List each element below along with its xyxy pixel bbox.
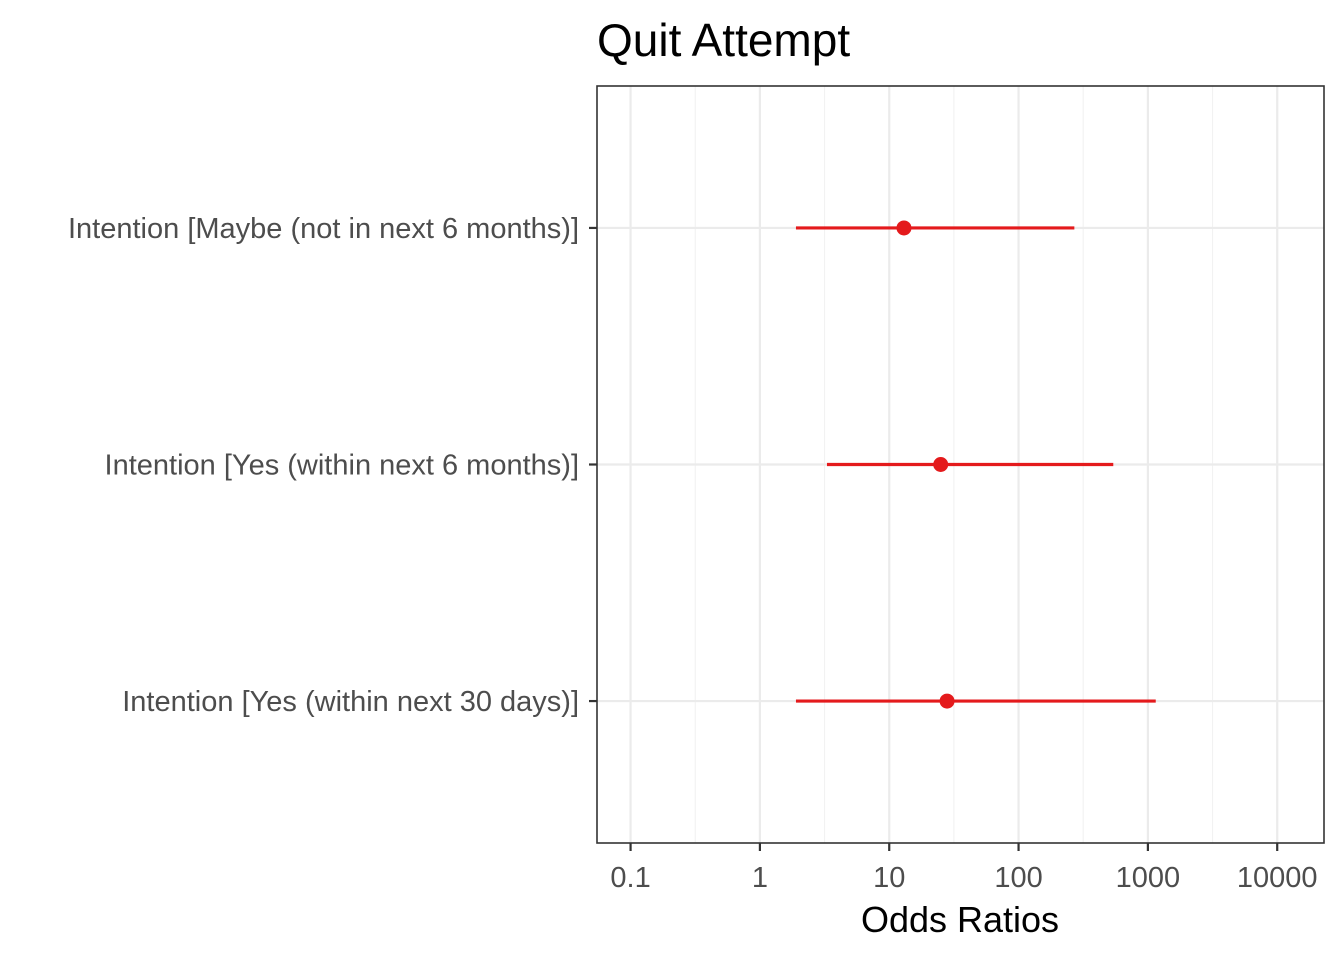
y-category-label: Intention [Yes (within next 6 months)]	[105, 450, 579, 482]
x-tick-label: 1	[752, 862, 768, 894]
x-axis-title: Odds Ratios	[861, 899, 1059, 940]
x-tick-label: 1000	[1116, 862, 1181, 894]
odds-ratio-point	[896, 220, 912, 236]
x-tick-label: 100	[994, 862, 1042, 894]
y-category-label: Intention [Maybe (not in next 6 months)]	[68, 213, 579, 245]
odds-ratio-point	[939, 693, 955, 709]
data-marks	[795, 220, 1156, 709]
x-tick-label: 0.1	[610, 862, 650, 894]
y-axis: Intention [Maybe (not in next 6 months)]…	[68, 213, 597, 718]
y-category-label: Intention [Yes (within next 30 days)]	[122, 686, 579, 718]
x-tick-label: 10	[873, 862, 905, 894]
x-tick-label: 10000	[1237, 862, 1318, 894]
chart-title: Quit Attempt	[597, 14, 850, 66]
odds-ratio-point	[933, 457, 949, 472]
x-axis: 0.1 1 10 100 1000 10000	[610, 843, 1318, 894]
